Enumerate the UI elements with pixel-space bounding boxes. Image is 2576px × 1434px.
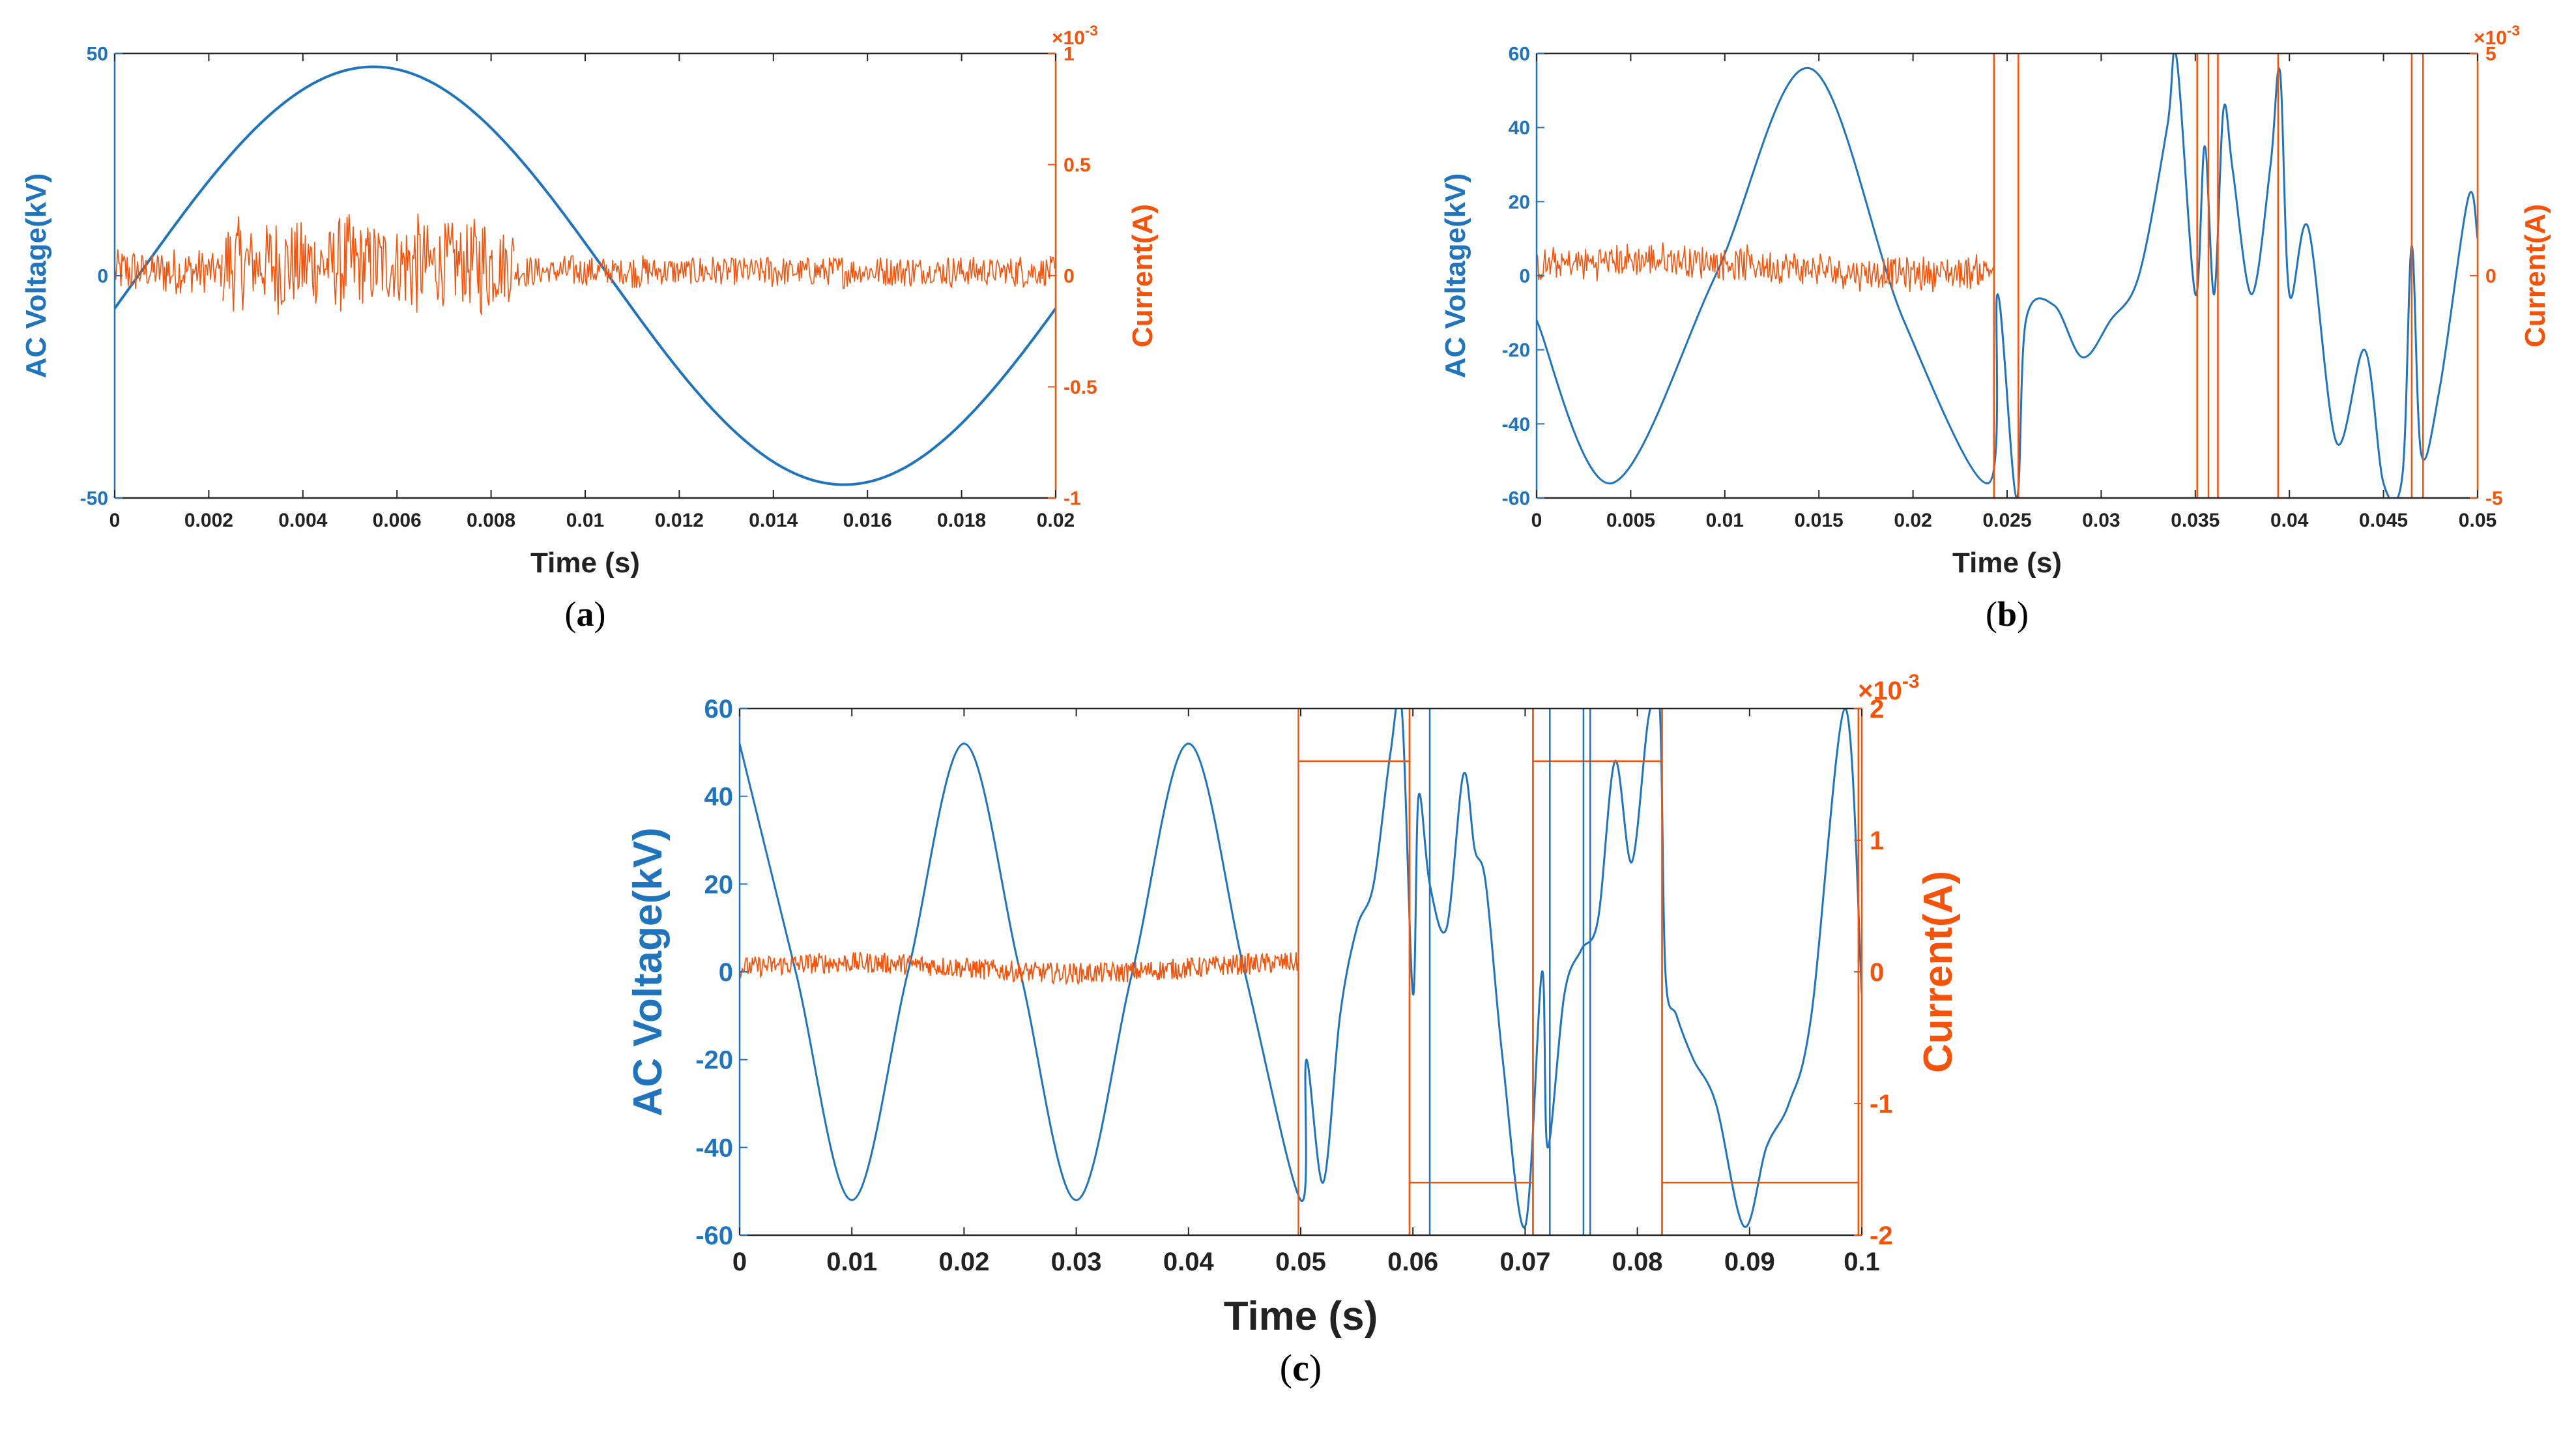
x-tick-label: 0.01 (566, 510, 604, 531)
y-left-tick-label: 0 (719, 958, 733, 987)
y-left-tick-label: -40 (1502, 414, 1530, 435)
y-right-tick-label: -5 (2485, 488, 2503, 510)
x-tick-label: 0.012 (655, 510, 704, 531)
x-tick-label: 0.01 (826, 1248, 877, 1276)
x-tick-label: 0.002 (184, 510, 233, 531)
chart-a: 0 0.002 0.004 0.006 0.008 0.01 0.012 0.014 0.016… (20, 23, 1159, 634)
x-tick-label: 0.02 (1894, 510, 1932, 531)
x-tick-label: 0.035 (2171, 510, 2220, 531)
y-left-tick-label: -20 (695, 1046, 733, 1075)
y-right-tick-label: 0 (2485, 266, 2496, 287)
y-right-tick-label: 1 (1064, 44, 1075, 65)
chart-b: 0 0.005 0.01 0.015 0.02 0.025 0.03 0.035 0.04 0.0… (1440, 23, 2551, 634)
x-tick-label: 0.01 (1706, 510, 1744, 531)
y-left-tick-label: 50 (87, 44, 108, 65)
x-tick-label: 0.045 (2359, 510, 2408, 531)
series-current-segment-a (514, 255, 1056, 289)
series-current-segment-a (115, 249, 223, 295)
x-tick-label: 0.018 (937, 510, 986, 531)
chart-c: 0 0.01 0.02 0.03 0.04 0.05 0.06 0.07 0.08 0.09 0.1… (626, 671, 1961, 1389)
x-tick-label: 0.09 (1724, 1248, 1775, 1276)
y-right-axis-label: Current(A) (1127, 204, 1159, 347)
y-left-tick-label: 60 (704, 695, 734, 724)
y-left-tick-label: -60 (695, 1222, 733, 1250)
y-left-axis-label: AC Voltage(kV) (626, 827, 671, 1116)
y-left-tick-label: 20 (1509, 192, 1530, 213)
x-tick-label: 0.08 (1612, 1248, 1663, 1276)
y-left-tick-label: 0 (97, 266, 108, 287)
y-right-tick-label: 5 (2485, 44, 2496, 65)
y-right-tick-label: -0.5 (1064, 377, 1097, 398)
x-tick-label: 0.008 (467, 510, 515, 531)
plot-area-a (115, 65, 1056, 486)
series-current-segment-a (222, 213, 515, 315)
y-right-axis-label: Current(A) (2519, 204, 2551, 347)
panel-caption-c: (c) (1280, 1347, 1322, 1389)
y-left-axis-label: AC Voltage(kV) (1440, 173, 1471, 379)
y-right-tick-label: 0 (1064, 266, 1075, 287)
x-tick-label: 0.014 (749, 510, 798, 531)
x-tick-label: 0.05 (2459, 510, 2496, 531)
x-axis-label: Time (s) (530, 547, 640, 579)
series-voltage-c (740, 709, 1862, 1229)
y-left-tick-label: -50 (80, 488, 108, 510)
x-axis-label: Time (s) (1224, 1294, 1378, 1339)
y-right-tick-label: -2 (1870, 1222, 1893, 1250)
x-tick-label: 0 (732, 1248, 747, 1276)
y-left-tick-label: 0 (1519, 266, 1530, 287)
x-tick-label: 0.1 (1844, 1248, 1880, 1276)
y-right-tick-label: 0 (1870, 958, 1884, 987)
x-tick-label: 0.07 (1499, 1248, 1550, 1276)
y-left-tick-label: 40 (1509, 117, 1530, 139)
plot-area-b (1537, 53, 2478, 498)
right-axis-exponent: ×10-3 (1052, 23, 1098, 50)
series-current-b (1537, 242, 1994, 293)
x-tick-label: 0.05 (1275, 1248, 1326, 1276)
right-axis-exponent: ×10-3 (1858, 671, 1920, 705)
x-tick-label: 0 (109, 510, 121, 531)
y-left-tick-label: -20 (1502, 340, 1530, 361)
x-tick-label: 0.025 (1982, 510, 2031, 531)
x-tick-label: 0.03 (1051, 1248, 1102, 1276)
right-axis-exponent: ×10-3 (2474, 23, 2520, 50)
x-tick-label: 0.02 (1037, 510, 1075, 531)
series-voltage-a (115, 65, 1056, 486)
y-right-tick-label: 1 (1870, 827, 1884, 855)
y-right-tick-label: 0.5 (1064, 154, 1091, 176)
y-left-axis-label: AC Voltage(kV) (20, 173, 52, 379)
y-left-tick-label: -40 (695, 1134, 733, 1162)
plot-area-c (740, 709, 1862, 1235)
x-tick-label: 0.03 (2082, 510, 2120, 531)
x-tick-label: 0.016 (843, 510, 892, 531)
y-right-tick-label: -1 (1064, 488, 1081, 510)
y-left-tick-label: 60 (1509, 44, 1530, 65)
y-left-tick-label: 20 (704, 870, 734, 899)
series-current-c (740, 952, 1299, 986)
y-left-tick-label: 40 (704, 783, 734, 812)
x-tick-label: 0.04 (2270, 510, 2309, 531)
series-voltage-b (1537, 53, 2478, 498)
x-tick-label: 0.006 (373, 510, 422, 531)
x-tick-label: 0.02 (938, 1248, 989, 1276)
x-tick-label: 0.06 (1387, 1248, 1438, 1276)
x-tick-label: 0.04 (1163, 1248, 1215, 1276)
x-tick-label: 0.015 (1795, 510, 1844, 531)
y-right-axis-label: Current(A) (1916, 871, 1961, 1073)
x-tick-label: 0 (1531, 510, 1542, 531)
y-left-tick-label: -60 (1502, 488, 1530, 510)
y-right-tick-label: 2 (1870, 695, 1884, 724)
x-axis-label: Time (s) (1952, 547, 2062, 579)
x-tick-label: 0.004 (278, 510, 327, 531)
panel-caption-a: (a) (565, 594, 606, 634)
x-tick-label: 0.005 (1606, 510, 1655, 531)
panel-caption-b: (b) (1986, 594, 2029, 634)
y-right-tick-label: -1 (1870, 1090, 1893, 1119)
